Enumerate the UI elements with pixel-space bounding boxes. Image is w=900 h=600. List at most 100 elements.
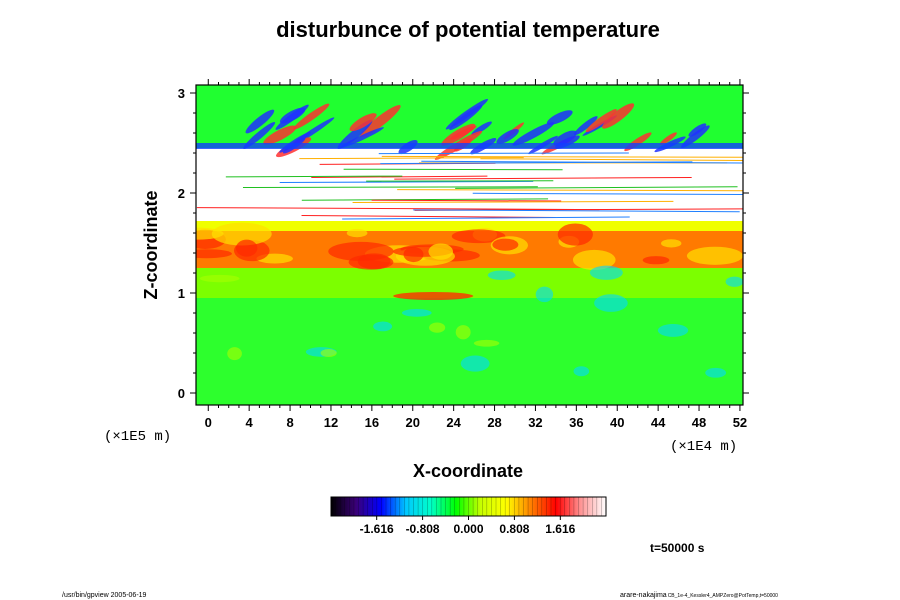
x-axis-unit: (×1E4 m) [670,439,737,455]
warm-blob [451,229,506,244]
x-tick-label: 32 [528,415,542,430]
colorbar-labels: -1.616 -0.808 0.000 0.808 1.616 [360,516,576,536]
warm-blob [235,239,258,257]
warm-blob [328,241,394,261]
wave-mark [445,98,489,130]
colorbar-label: 1.616 [545,522,575,536]
plot-frame [195,84,744,406]
wave-mark [688,123,707,137]
layer-line [299,157,524,160]
layer-line [371,199,562,202]
cool-patch [725,276,743,287]
cool-patch [227,347,242,361]
x-tick-label: 8 [286,415,293,430]
warm-blob [557,223,593,246]
wave-mark [585,109,617,133]
colorbar-label: 0.808 [499,522,529,536]
warm-blob [572,249,616,270]
colorbar-stripes [335,497,602,516]
warm-blob [686,246,743,265]
x-tick-label: 44 [651,415,666,430]
cool-patch [573,366,590,377]
field-texture [196,98,743,378]
y-tick-label: 2 [178,186,185,201]
y-axis-title: Z-coordinate [141,190,161,299]
wave-mark [512,122,555,146]
wave-mark [573,116,598,136]
warm-blob [661,239,682,248]
x-tick-label: 36 [569,415,583,430]
layer-line [279,180,534,183]
x-tick-label: 24 [446,415,461,430]
layer-line [455,186,738,189]
cool-patch [589,265,623,280]
warm-blob [211,222,272,246]
warm-blob [196,227,224,240]
upper-blue-stripe [196,143,743,149]
y-tick-label: 0 [178,386,185,401]
cool-patch [535,286,554,303]
wave-mark [553,130,577,146]
layer-line [311,175,488,179]
warm-blob [428,243,453,260]
field-band-3 [196,221,743,231]
cool-patch [705,367,727,378]
x-axis-ticks: 0 4 8 12 16 20 24 28 32 36 40 44 48 52 [205,79,747,430]
x-tick-label: 20 [406,415,420,430]
colorbar-label: -1.616 [360,522,394,536]
wave-mark [339,127,384,149]
cool-patch [320,349,337,358]
wave-mark [245,109,275,134]
cool-patch [429,322,446,333]
layer-line [421,160,743,164]
layer-line [413,209,740,213]
layer-line [480,158,743,161]
x-tick-label: 16 [365,415,379,430]
wave-mark [546,110,573,125]
layer-line [225,175,403,178]
y-tick-label: 3 [178,86,185,101]
x-tick-label: 40 [610,415,624,430]
footer-right-text: arare-nakajimaCB_1e-4_Kessler4_AMPZero@P… [620,592,778,599]
wave-mark [263,125,297,145]
layer-line [397,189,743,192]
colorbar-label: 0.000 [453,522,483,536]
field-band-0 [196,298,743,405]
x-tick-label: 52 [733,415,747,430]
x-tick-label: 12 [324,415,338,430]
warm-blob [642,256,670,265]
field-band-1 [196,268,743,298]
time-annotation: t=50000 s [650,541,705,555]
warm-blob [346,228,368,238]
red-streak [393,292,474,300]
colorbar: -1.616 -0.808 0.000 0.808 1.616 [330,496,607,536]
wave-mark [681,125,710,148]
footer-right-sub: CB_1e-4_Kessler4_AMPZero@PotTemp,t=50000 [668,593,778,599]
colorbar-label: -0.808 [406,522,440,536]
layer-line [343,168,563,171]
layer-line [301,215,556,218]
wave-mark [496,129,519,144]
wave-mark [602,103,635,129]
cool-patch [487,270,516,280]
wave-mark [360,105,401,138]
footer-right-main: arare-nakajima [620,592,667,599]
layer-line [301,198,549,201]
wave-mark [349,113,377,132]
x-tick-label: 0 [205,415,212,430]
warm-blob [196,249,232,259]
layer-line [394,176,692,180]
layer-line [378,152,629,155]
footer-left-text: /usr/bin/gpview 2005-06-19 [62,592,147,599]
cool-patch [657,323,689,337]
warm-blob [492,238,519,251]
layer-line [196,207,600,211]
x-tick-label: 28 [487,415,501,430]
layer-line [472,192,743,196]
cool-patch [401,308,432,317]
x-tick-label: 4 [246,415,254,430]
wave-mark [279,107,306,124]
cool-patch [594,294,628,312]
y-tick-label: 1 [178,286,185,301]
